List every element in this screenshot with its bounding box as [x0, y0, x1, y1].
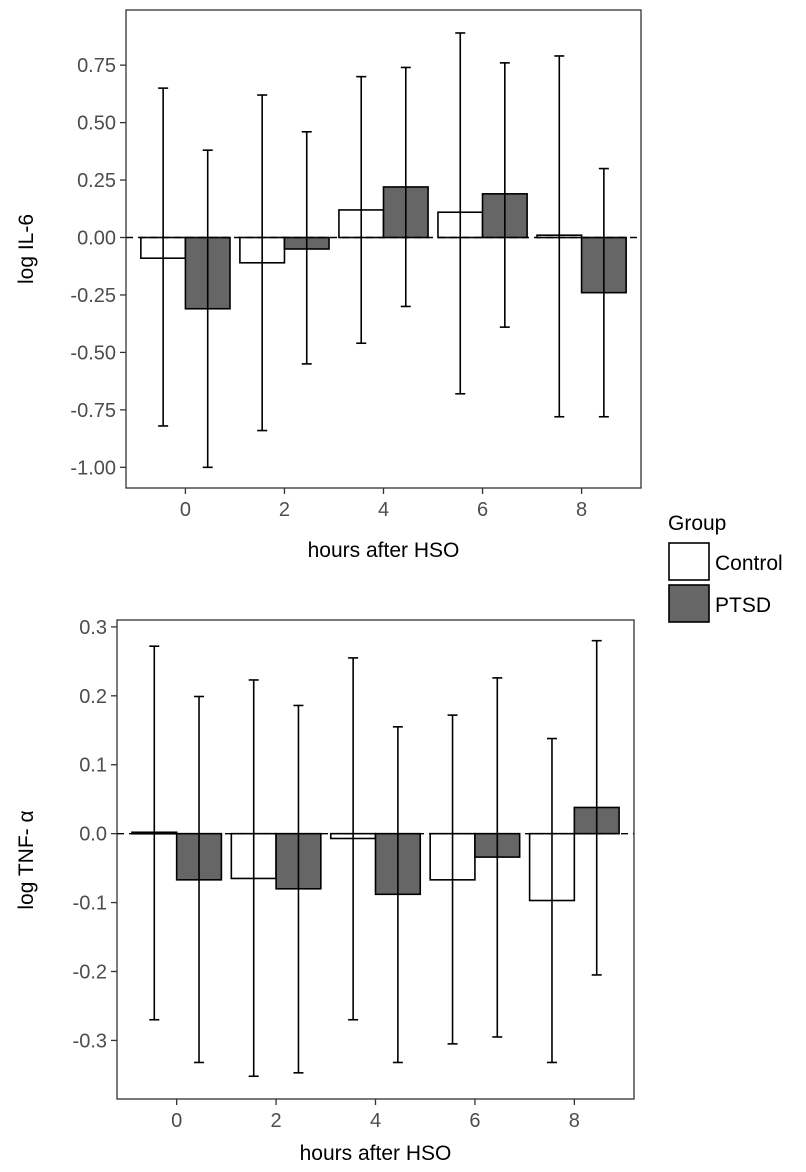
legend-label-ptsd: PTSD — [715, 594, 771, 617]
x-tick-label: 4 — [370, 1110, 381, 1132]
x-tick-label: 8 — [569, 1110, 580, 1132]
tnf-chart: -0.3 -0.2 -0.1 0.0 0.1 0.2 0.3 0 2 4 6 8 hours after… — [15, 617, 635, 1165]
error-bar-ptsd-4 — [392, 726, 403, 1064]
y-tick-label: -0.75 — [70, 400, 116, 422]
error-bar-control-4 — [356, 75, 367, 345]
y-tick-label: 0.1 — [79, 755, 107, 777]
error-bar-control-8 — [546, 737, 557, 1064]
error-bar-control-2 — [248, 679, 259, 1078]
legend-title: Group — [668, 512, 726, 535]
error-bar-control-0 — [149, 645, 160, 1021]
error-bar-control-6 — [447, 714, 458, 1045]
y-tick-label: -0.2 — [73, 961, 107, 983]
x-tick-label: 4 — [378, 499, 389, 521]
error-bar-control-4 — [348, 657, 359, 1021]
error-bar-control-0 — [158, 87, 169, 427]
error-bar-ptsd-8 — [591, 639, 602, 976]
error-bar-ptsd-0 — [194, 695, 205, 1064]
error-bar-ptsd-6 — [499, 62, 510, 328]
error-bar-control-6 — [455, 32, 466, 395]
x-tick-label: 2 — [271, 1110, 282, 1132]
y-tick-label: -1.00 — [70, 457, 116, 479]
error-bar-ptsd-0 — [202, 149, 213, 469]
x-axis-title: hours after HSO — [308, 539, 460, 562]
y-tick-label: 0.2 — [79, 686, 107, 708]
y-tick-label: -0.3 — [73, 1030, 107, 1052]
x-tick-label: 0 — [171, 1110, 182, 1132]
legend-key-ptsd — [668, 584, 710, 623]
y-axis-title: log IL-6 — [15, 214, 38, 284]
error-bar-control-2 — [257, 94, 268, 432]
x-tick-label: 8 — [576, 499, 587, 521]
error-bar-control-8 — [554, 55, 565, 418]
y-tick-label: 0.0 — [79, 824, 107, 846]
x-tick-label: 6 — [469, 1110, 480, 1132]
error-bar-ptsd-8 — [598, 167, 609, 418]
error-bar-ptsd-2 — [301, 130, 312, 365]
y-tick-label: -0.25 — [70, 285, 116, 307]
y-tick-label: 0.3 — [79, 617, 107, 639]
y-axis-title: log TNF- α — [15, 810, 38, 909]
error-bar-ptsd-4 — [400, 66, 411, 308]
y-tick-label: 0.75 — [77, 55, 116, 77]
legend-label-control: Control — [715, 552, 783, 575]
y-tick-label: 0.00 — [77, 228, 116, 250]
x-tick-label: 0 — [180, 499, 191, 521]
error-bar-ptsd-2 — [293, 704, 304, 1074]
x-axis-title: hours after HSO — [300, 1142, 452, 1165]
legend: Group Control PTSD — [668, 512, 783, 623]
y-tick-label: -0.50 — [70, 342, 116, 364]
il6-chart: -1.00 -0.75 -0.50 -0.25 0.00 0.25 0.50 0.75 0 2 4 6… — [15, 9, 642, 562]
error-bar-ptsd-6 — [492, 677, 503, 1038]
legend-key-control — [668, 542, 710, 581]
y-tick-label: -0.1 — [73, 893, 107, 915]
y-tick-label: 0.50 — [77, 113, 116, 135]
x-tick-label: 2 — [279, 499, 290, 521]
x-tick-label: 6 — [477, 499, 488, 521]
y-tick-label: 0.25 — [77, 170, 116, 192]
